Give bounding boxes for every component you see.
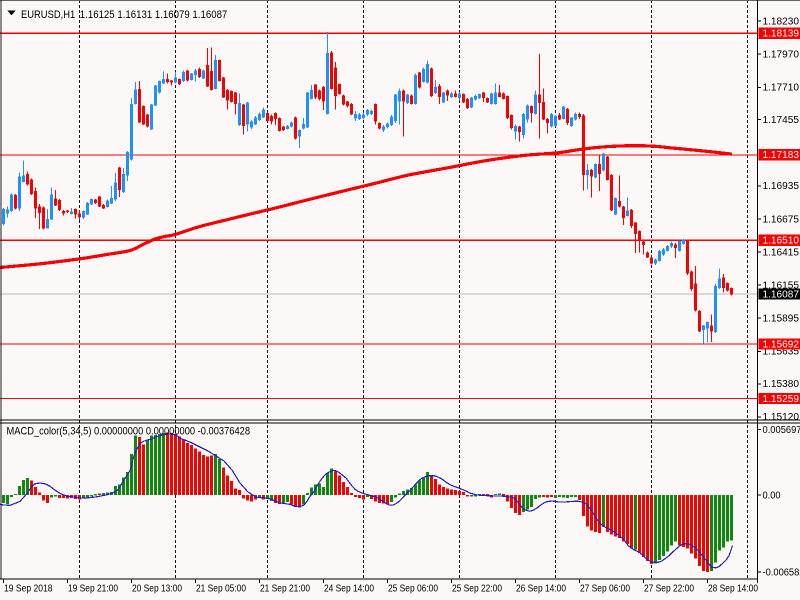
svg-text:MACD_color(5,34,5) 0.00000000: MACD_color(5,34,5) 0.00000000 0.00000000… xyxy=(7,426,251,438)
svg-text:1.17970: 1.17970 xyxy=(763,50,800,61)
svg-text:1.16155: 1.16155 xyxy=(763,281,800,292)
svg-text:1.16125 1.16131 1.16079 1.1608: 1.16125 1.16131 1.16079 1.16087 xyxy=(80,9,228,21)
svg-text:19 Sep 2018: 19 Sep 2018 xyxy=(4,584,53,595)
svg-text:1.15259: 1.15259 xyxy=(763,394,800,405)
svg-text:1.15692: 1.15692 xyxy=(763,339,800,350)
svg-text:28 Sep 14:00: 28 Sep 14:00 xyxy=(708,584,758,595)
svg-text:27 Sep 06:00: 27 Sep 06:00 xyxy=(580,584,630,595)
svg-text:1.16510: 1.16510 xyxy=(763,236,800,247)
svg-text:1.16087: 1.16087 xyxy=(763,289,800,300)
svg-text:EURUSD,H1: EURUSD,H1 xyxy=(21,9,75,21)
svg-text:1.18139: 1.18139 xyxy=(763,29,800,40)
svg-text:0.00: 0.00 xyxy=(763,490,781,501)
svg-text:1.17183: 1.17183 xyxy=(763,150,800,161)
svg-text:1.15380: 1.15380 xyxy=(763,379,800,390)
svg-text:25 Sep 06:00: 25 Sep 06:00 xyxy=(388,584,438,595)
svg-text:1.15120: 1.15120 xyxy=(763,412,800,423)
svg-text:19 Sep 21:00: 19 Sep 21:00 xyxy=(68,584,118,595)
svg-text:1.17455: 1.17455 xyxy=(763,115,800,126)
svg-text:1.16675: 1.16675 xyxy=(763,214,800,225)
svg-text:1.16935: 1.16935 xyxy=(763,181,800,192)
svg-text:1.16415: 1.16415 xyxy=(763,247,800,258)
svg-text:21 Sep 21:00: 21 Sep 21:00 xyxy=(260,584,310,595)
svg-text:1.18230: 1.18230 xyxy=(763,16,800,27)
svg-text:20 Sep 13:00: 20 Sep 13:00 xyxy=(132,584,182,595)
svg-text:1.15635: 1.15635 xyxy=(763,347,800,358)
svg-text:27 Sep 22:00: 27 Sep 22:00 xyxy=(644,584,694,595)
svg-text:0.005697: 0.005697 xyxy=(763,425,800,436)
svg-text:1.17710: 1.17710 xyxy=(763,83,800,94)
svg-text:-0.006582: -0.006582 xyxy=(763,567,800,578)
svg-text:24 Sep 14:00: 24 Sep 14:00 xyxy=(324,584,374,595)
svg-text:21 Sep 05:00: 21 Sep 05:00 xyxy=(196,584,246,595)
svg-text:1.15895: 1.15895 xyxy=(763,314,800,325)
svg-text:25 Sep 22:00: 25 Sep 22:00 xyxy=(452,584,502,595)
svg-text:26 Sep 14:00: 26 Sep 14:00 xyxy=(516,584,566,595)
